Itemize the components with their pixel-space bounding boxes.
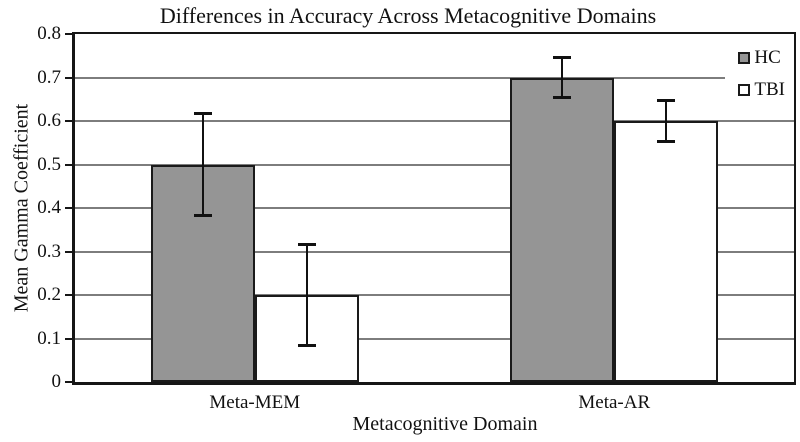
error-bar-tbi-meta-ar-top-cap <box>657 99 676 103</box>
y-tick-label-0.3: 0.3 <box>37 240 61 262</box>
y-tick-label-0.1: 0.1 <box>37 327 61 349</box>
gridline-0.4 <box>75 207 794 209</box>
gridline-0.3 <box>75 250 794 253</box>
y-tick-0.5 <box>65 163 72 166</box>
bar-tbi-meta-ar <box>614 121 719 382</box>
x-axis-label: Metacognitive Domain <box>352 413 538 435</box>
y-tick-0.4 <box>65 207 72 209</box>
y-tick-label-0: 0 <box>51 371 62 393</box>
error-bar-hc-meta-mem <box>201 112 204 217</box>
plot-area: HC TBI 0.8 0.7 0.6 0.5 0.4 0.3 0.2 0.1 0 Meta-MEM… <box>37 24 796 413</box>
bar-hc-meta-ar <box>510 77 615 382</box>
y-tick-label-0.2: 0.2 <box>37 284 61 306</box>
y-tick-0.1 <box>65 337 72 340</box>
legend-label-hc: HC <box>754 47 781 68</box>
y-tick-label-0.7: 0.7 <box>37 66 61 88</box>
gridline-0.7 <box>75 76 794 79</box>
error-bar-tbi-meta-mem-bottom-cap <box>297 344 316 348</box>
y-tick-0.3 <box>65 250 72 253</box>
x-category-label-meta-ar: Meta-AR <box>578 392 651 413</box>
y-tick-0 <box>65 381 72 383</box>
legend-label-tbi: TBI <box>754 79 785 100</box>
legend-marker-tbi-icon <box>738 83 751 96</box>
y-tick-label-0.5: 0.5 <box>37 153 61 175</box>
y-tick-label-0.8: 0.8 <box>37 23 61 45</box>
y-tick-0.8 <box>65 33 72 35</box>
gridline-0.6 <box>75 120 794 122</box>
legend: HC TBI <box>725 40 794 109</box>
gridline-0.2 <box>75 294 794 296</box>
legend-item-tbi: TBI <box>738 80 785 99</box>
error-bar-hc-meta-mem-top-cap <box>193 112 212 116</box>
y-tick-label-0.4: 0.4 <box>37 197 61 219</box>
error-bar-tbi-meta-mem <box>305 242 308 348</box>
y-tick-0.2 <box>65 294 72 296</box>
error-bar-hc-meta-ar <box>561 55 564 100</box>
x-category-label-meta-mem: Meta-MEM <box>209 392 301 413</box>
y-tick-label-0.6: 0.6 <box>37 110 61 132</box>
error-bar-hc-meta-ar-top-cap <box>553 55 572 59</box>
gridline-0.1 <box>75 337 794 340</box>
error-bar-tbi-meta-mem-top-cap <box>297 242 316 246</box>
y-tick-0.7 <box>65 76 72 79</box>
legend-item-hc: HC <box>738 48 785 67</box>
error-bar-tbi-meta-ar-bottom-cap <box>657 139 676 143</box>
legend-marker-hc-icon <box>738 51 751 64</box>
chart-title: Differences in Accuracy Across Metacogni… <box>159 3 657 28</box>
error-bar-hc-meta-mem-bottom-cap <box>193 213 212 217</box>
error-bar-hc-meta-ar-bottom-cap <box>553 96 572 100</box>
y-tick-0.6 <box>65 120 72 122</box>
gridline-0.5 <box>75 163 794 166</box>
error-bar-tbi-meta-ar <box>665 99 668 143</box>
